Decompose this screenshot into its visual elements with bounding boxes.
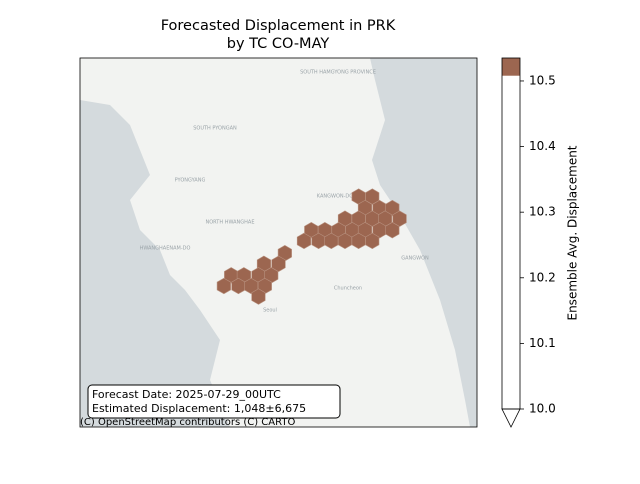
colorbar-extension (501, 408, 521, 428)
basemap: SOUTH HAMGYONG PROVINCE SOUTH PYONGAN PY… (80, 58, 477, 427)
hex (385, 199, 400, 217)
hex (365, 188, 380, 205)
hex-layer (216, 188, 407, 305)
colorbar: 10.0 10.1 10.2 10.3 10.4 10.5 (501, 57, 556, 428)
map-label: HWANGHAENAM-DO (140, 246, 191, 252)
colorbar-segment (502, 58, 520, 76)
map-frame (79, 57, 478, 428)
hex (271, 255, 286, 272)
attribution: (C) OpenStreetMap contributors (C) CARTO (80, 417, 295, 428)
map-label: PYONGYANG (175, 178, 206, 184)
colorbar-tick-label: 10.4 (529, 139, 556, 153)
chart-title: Forecasted Displacement in PRK (161, 18, 396, 34)
hex (296, 232, 312, 250)
annotation-line: Estimated Displacement: 1,048±6,675 (92, 402, 306, 415)
colorbar-tick-label: 10.0 (529, 402, 556, 416)
colorbar-tick-label: 10.1 (529, 336, 556, 350)
map-label: KANGWON-DO (317, 194, 354, 200)
annotation-line: Forecast Date: 2025-07-29_00UTC (92, 388, 281, 401)
colorbar-label: Ensemble Avg. Displacement (566, 145, 580, 320)
map-label: GANGWON (401, 256, 429, 262)
map-label: Seoul (263, 308, 277, 314)
hex (251, 288, 266, 305)
chart-subtitle: by TC CO-MAY (227, 36, 330, 52)
map-label: SOUTH HAMGYONG PROVINCE (300, 70, 376, 76)
annotation-box (87, 384, 341, 419)
map-label: Chuncheon (334, 286, 362, 292)
colorbar-frame (501, 57, 521, 410)
hex (365, 232, 380, 250)
hex (216, 277, 231, 295)
land (80, 58, 470, 427)
hex (385, 222, 400, 239)
map-label: SOUTH PYONGAN (193, 126, 237, 132)
colorbar-tick-label: 10.5 (529, 73, 556, 87)
hex (392, 210, 407, 227)
map-label: NORTH HWANGHAE (206, 220, 255, 226)
colorbar-tick-label: 10.2 (529, 270, 556, 284)
colorbar-tick-label: 10.3 (529, 205, 556, 219)
colorbar-segment (502, 75, 520, 409)
